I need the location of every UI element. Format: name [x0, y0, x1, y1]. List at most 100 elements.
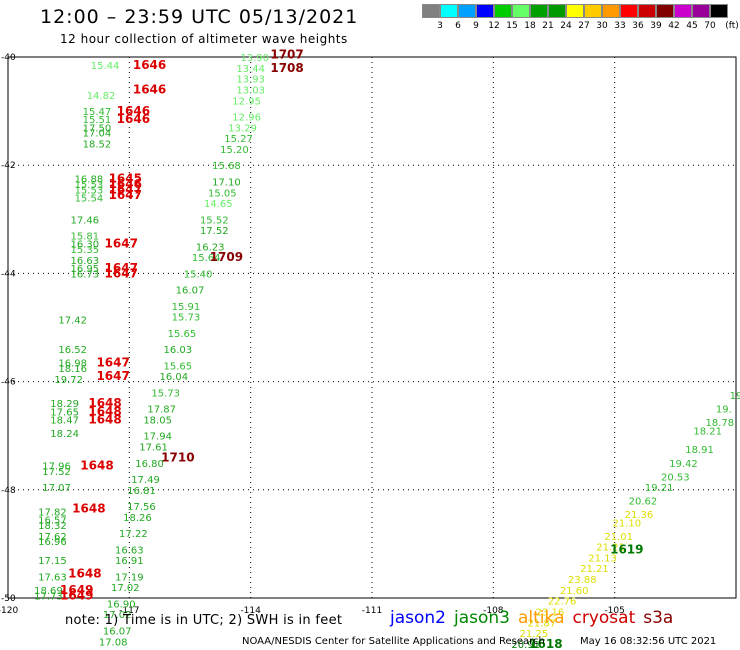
y-tick-label: -40: [1, 53, 16, 63]
wave-height-label: 17.52: [200, 226, 229, 237]
wave-height-label: 15.52: [200, 215, 229, 226]
time-label: 1647: [105, 237, 138, 251]
footer-timestamp: May 16 08:32:56 UTC 2021: [580, 636, 717, 647]
legend-labels: 3 6 9 12 15 18 21 24 27 30 33 36 39 42 45 70 (ft): [422, 18, 740, 31]
wave-height-label: 18.29: [50, 399, 79, 410]
wave-height-label: 15.64: [192, 253, 221, 264]
wave-height-label: 17.87: [147, 405, 176, 416]
wave-height-label: 17.04: [83, 129, 112, 140]
wave-height-label: 16.30: [71, 240, 100, 251]
wave-height-label: 23.16: [536, 608, 565, 619]
wave-height-label: 21.87: [528, 618, 557, 629]
legend-label: 27: [578, 21, 590, 31]
wave-height-label: 17.62: [38, 532, 67, 543]
wave-height-label: 21.21: [580, 564, 609, 575]
wave-height-label: 17.22: [119, 529, 148, 540]
wave-height-label: 21.21: [596, 543, 625, 554]
legend-swatch: [494, 4, 512, 18]
satellite-name: cryosat: [572, 608, 636, 628]
wave-height-label: 15.68: [212, 161, 241, 172]
time-label: 1709: [210, 250, 243, 264]
wave-height-label: 16.88: [75, 175, 104, 186]
wave-height-label: 18.91: [685, 445, 714, 456]
footer-note: note: 1) Time is in UTC; 2) SWH is in fe…: [65, 613, 343, 628]
time-label: 1648: [68, 567, 101, 581]
satellite-name: jason2: [390, 608, 446, 628]
legend-label: 18: [524, 21, 536, 31]
wave-height-label: 17.10: [212, 177, 241, 188]
legend-swatch: [566, 4, 584, 18]
time-label: 1647: [109, 188, 142, 202]
x-tick-label: -108: [483, 606, 504, 616]
wave-height-label: 16.91: [115, 556, 144, 567]
legend-label: 9: [473, 21, 479, 31]
wave-height-label: 18.24: [50, 429, 79, 440]
wave-height-label: 19: [730, 391, 740, 402]
legend-label: 24: [560, 21, 572, 31]
time-label: 1649: [60, 583, 93, 597]
y-tick-label: -46: [1, 378, 16, 388]
wave-height-label: 16.07: [176, 286, 205, 297]
wave-height-label: 17.49: [131, 475, 160, 486]
wave-height-label: 18.21: [693, 426, 722, 437]
wave-height-label: 21.13: [588, 553, 617, 564]
wave-height-label: 21.25: [519, 629, 548, 640]
wave-height-label: 23.88: [568, 575, 597, 586]
time-label: 1646: [133, 58, 166, 72]
wave-height-label: 15.44: [91, 61, 120, 72]
wave-height-label: 13.03: [236, 85, 265, 96]
wave-height-label: 15.54: [75, 194, 104, 205]
wave-height-label: 17.56: [127, 502, 156, 513]
x-tick-label: -117: [119, 606, 139, 616]
time-label: 1647: [96, 356, 129, 370]
legend-swatch: [692, 4, 710, 18]
time-label: 1648: [88, 412, 121, 426]
wave-height-label: 16.07: [103, 626, 132, 637]
x-tick-label: -105: [604, 606, 624, 616]
legend-swatch: [602, 4, 620, 18]
time-label: 1649: [60, 588, 93, 602]
wave-height-label: 17.52: [42, 467, 71, 478]
wave-height-label: 16.90: [107, 599, 136, 610]
legend-swatches: [422, 4, 740, 18]
wave-height-label: 16.52: [58, 345, 87, 356]
satellite-legend: jason2 jason3 altika cryosat s3a: [390, 608, 681, 628]
legend-label: 6: [455, 21, 461, 31]
wave-height-label: 15.40: [184, 269, 213, 280]
wave-height-label: 21.36: [625, 510, 654, 521]
time-label: 1646: [133, 82, 166, 96]
wave-height-label: 15.73: [151, 388, 180, 399]
wave-height-label: 17.07: [42, 483, 71, 494]
legend-label: 36: [632, 21, 644, 31]
wave-height-label: 17.02: [111, 583, 140, 594]
time-label: 1648: [80, 458, 113, 472]
wave-height-label: 15.05: [208, 188, 237, 199]
footer-credit: NOAA/NESDIS Center for Satellite Applica…: [242, 636, 545, 647]
wave-height-label: 15.53: [75, 186, 104, 197]
wave-height-label: 15.73: [172, 313, 201, 324]
time-label: 1645: [109, 172, 142, 186]
x-tick-label: -114: [240, 606, 261, 616]
wave-height-label: 15.51: [83, 115, 112, 126]
y-tick-label: -48: [1, 486, 16, 496]
time-label: 1647: [105, 266, 138, 280]
wave-height-label: 22.76: [548, 597, 577, 608]
time-label: 1648: [72, 502, 105, 516]
satellite-name: jason3: [454, 608, 510, 628]
wave-height-label: 15.65: [164, 361, 193, 372]
wave-height-label: 21.10: [612, 518, 641, 529]
time-label: 1647: [96, 369, 129, 383]
legend-swatch: [674, 4, 692, 18]
wave-height-label: 17.94: [143, 432, 172, 443]
page-subtitle: 12 hour collection of altimeter wave hei…: [60, 32, 348, 46]
wave-height-label: 16.73: [71, 269, 100, 280]
wave-height-label: 18.47: [50, 415, 79, 426]
wave-height-label: 20.53: [661, 472, 690, 483]
wave-height-label: 16.81: [127, 486, 156, 497]
wave-height-label: 19.: [716, 405, 732, 416]
legend-label: 21: [542, 21, 554, 31]
legend-swatch: [458, 4, 476, 18]
wave-height-label: 17.82: [38, 507, 67, 518]
wave-height-label: 18.69: [34, 586, 63, 597]
legend-swatch: [710, 4, 728, 18]
